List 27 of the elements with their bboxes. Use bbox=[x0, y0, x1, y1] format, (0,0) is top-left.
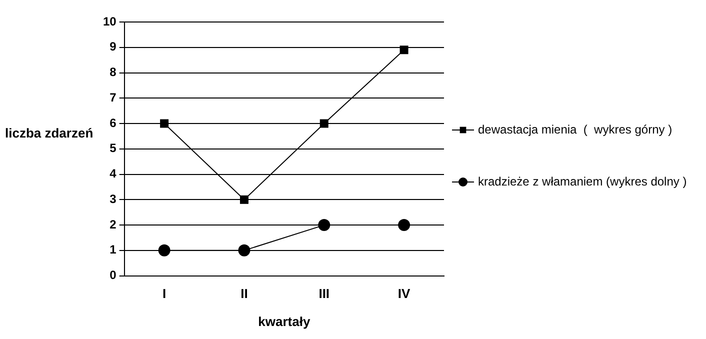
y-tick-label: 10 bbox=[102, 14, 117, 28]
point bbox=[318, 219, 330, 232]
y-tick-label: 8 bbox=[110, 65, 117, 80]
legend-label: kradzieże z włamaniem (wykres dolny ) bbox=[478, 174, 687, 188]
y-tick-label: 5 bbox=[110, 141, 117, 156]
point bbox=[160, 119, 169, 128]
y-tick-label: 4 bbox=[110, 166, 117, 181]
point bbox=[158, 244, 170, 256]
y-tick-label: 2 bbox=[110, 217, 117, 232]
x-tick-label: IV bbox=[398, 286, 411, 302]
y-tick-label: 6 bbox=[110, 116, 117, 130]
y-tick-label: 3 bbox=[110, 192, 117, 206]
point bbox=[238, 244, 250, 256]
point bbox=[320, 119, 328, 128]
y-tick-label: 9 bbox=[110, 40, 117, 54]
y-tick-label: 0 bbox=[110, 268, 117, 282]
point bbox=[398, 219, 410, 232]
y-tick-label: 1 bbox=[110, 242, 117, 257]
x-tick-label: II bbox=[240, 286, 248, 302]
legend-label: dewastacja mienia ( wykres górny ) bbox=[478, 122, 672, 136]
point bbox=[400, 46, 408, 54]
x-tick-label: III bbox=[318, 286, 330, 302]
point bbox=[240, 195, 248, 204]
y-tick-label: 7 bbox=[110, 90, 117, 104]
x-tick-label: I bbox=[162, 286, 166, 302]
x-axis-title: kwartały bbox=[258, 314, 311, 329]
y-axis-title: liczba zdarzeń bbox=[5, 126, 94, 141]
